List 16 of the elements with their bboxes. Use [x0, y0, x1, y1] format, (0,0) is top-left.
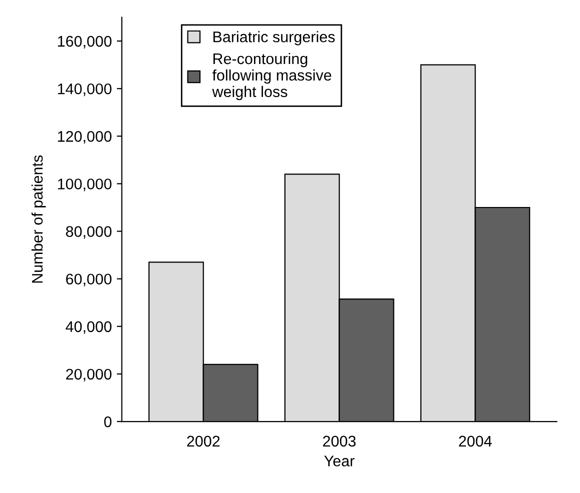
x-axis-title: Year — [324, 456, 354, 466]
y-tick-label: 120,000 — [58, 131, 112, 144]
x-tick-label: 2003 — [323, 436, 356, 447]
y-tick-label: 40,000 — [66, 321, 112, 334]
y-tick-label: 100,000 — [58, 178, 112, 192]
y-tick-label: 160,000 — [58, 36, 112, 49]
y-tick-label: 80,000 — [66, 226, 112, 239]
y-tick-label: 60,000 — [66, 274, 112, 286]
y-tick-label: 140,000 — [58, 83, 112, 96]
legend-label: Re-contouring following massive weight loss — [212, 52, 332, 100]
y-axis-title: Number of patients — [32, 155, 46, 283]
x-tick-label: 2002 — [187, 436, 220, 447]
y-tick-label: 0 — [104, 416, 112, 428]
x-tick-label: 2004 — [459, 436, 492, 447]
legend-label: Bariatric surgeries — [213, 31, 335, 46]
y-tick-label: 20,000 — [66, 368, 112, 382]
